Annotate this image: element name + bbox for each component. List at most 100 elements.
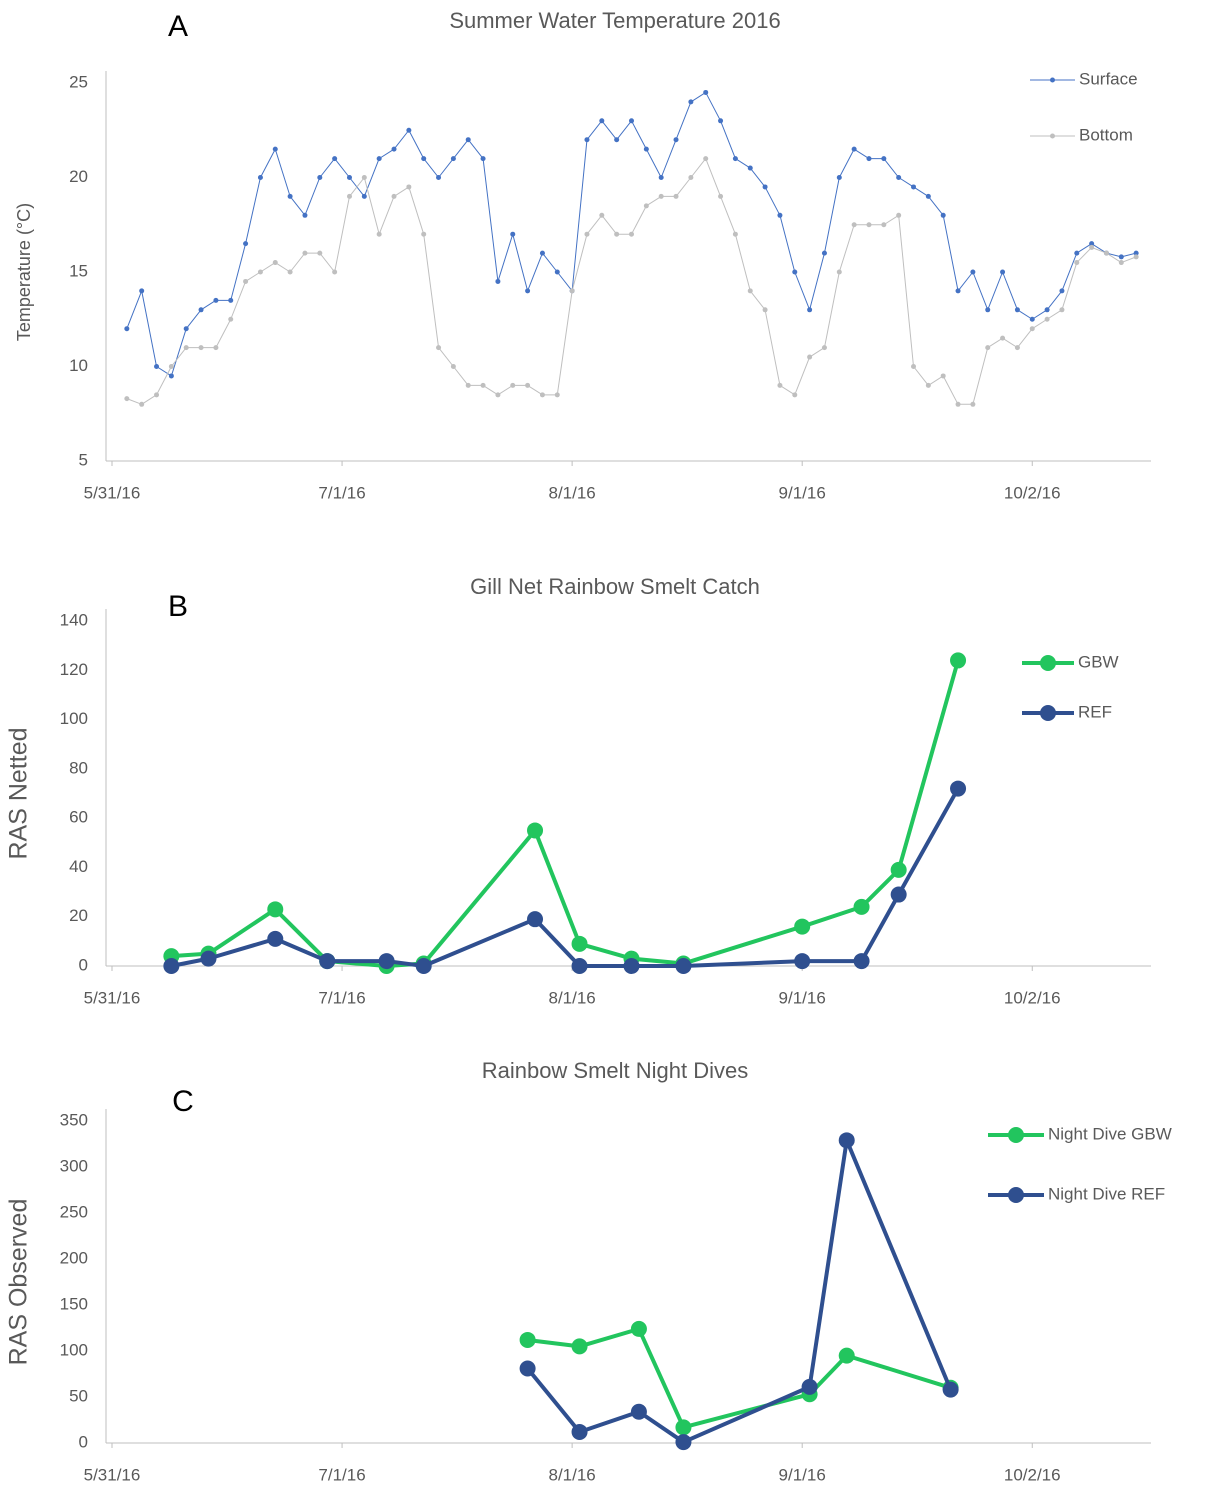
data-point <box>183 345 189 351</box>
x-tick-label: 9/1/16 <box>779 988 826 1007</box>
data-point <box>688 99 694 105</box>
data-point <box>851 222 857 228</box>
data-point <box>200 950 217 967</box>
x-tick-label: 10/2/16 <box>1004 1465 1061 1484</box>
data-point <box>658 175 664 180</box>
data-point <box>480 156 486 162</box>
data-point <box>599 212 605 218</box>
data-point <box>807 354 813 360</box>
data-point <box>361 193 367 199</box>
data-point <box>925 193 931 199</box>
data-point <box>139 288 145 294</box>
data-point <box>527 911 544 928</box>
data-point <box>554 269 560 275</box>
legend-label: REF <box>1078 702 1112 721</box>
data-point <box>732 156 738 162</box>
data-point <box>890 886 907 903</box>
data-point <box>302 250 308 256</box>
data-point <box>163 958 180 974</box>
data-point <box>942 1381 959 1398</box>
data-point <box>571 1338 588 1355</box>
data-point <box>732 231 738 237</box>
data-point <box>940 373 946 379</box>
data-point <box>317 175 323 180</box>
y-tick-label: 80 <box>69 758 88 777</box>
data-point <box>391 146 397 152</box>
data-point <box>703 89 709 95</box>
series-line <box>527 1326 952 1430</box>
y-tick-label: 5 <box>79 450 88 469</box>
y-tick-label: 140 <box>60 610 88 629</box>
data-point <box>415 958 432 974</box>
x-tick-label: 10/2/16 <box>1004 483 1061 502</box>
data-point <box>836 269 842 275</box>
data-point <box>1074 260 1080 266</box>
data-point <box>584 137 590 143</box>
data-point <box>510 382 516 388</box>
data-point <box>794 953 811 970</box>
data-point <box>332 156 338 162</box>
data-point <box>866 222 872 228</box>
x-tick-label: 10/2/16 <box>1004 988 1061 1007</box>
data-point <box>361 175 367 180</box>
data-point <box>319 953 336 970</box>
data-point <box>630 1403 647 1420</box>
legend-marker <box>1050 133 1055 139</box>
data-point <box>911 364 917 369</box>
x-tick-label: 9/1/16 <box>779 1465 826 1484</box>
data-point <box>267 930 284 947</box>
data-point <box>465 137 471 143</box>
data-point <box>436 345 442 351</box>
data-point <box>569 288 575 294</box>
data-point <box>198 307 204 313</box>
data-point <box>658 193 664 199</box>
data-point <box>896 212 902 218</box>
data-point <box>519 1360 536 1377</box>
data-point <box>168 364 174 369</box>
data-point <box>881 222 887 228</box>
data-point <box>807 307 813 313</box>
data-point <box>539 250 545 256</box>
data-point <box>675 1419 692 1436</box>
data-point <box>584 231 590 237</box>
data-point <box>970 269 976 275</box>
y-tick-label: 50 <box>69 1386 88 1405</box>
data-point <box>747 288 753 294</box>
legend-marker <box>1050 77 1055 83</box>
data-point <box>406 127 412 133</box>
panel-label: C <box>172 1085 194 1118</box>
data-point <box>718 193 724 199</box>
y-tick-label: 250 <box>60 1202 88 1221</box>
data-point <box>346 175 352 180</box>
y-tick-label: 100 <box>60 709 88 728</box>
data-point <box>450 156 456 162</box>
data-point <box>1133 254 1139 260</box>
legend-marker <box>1040 655 1056 671</box>
data-point <box>124 396 130 402</box>
data-point <box>896 175 902 180</box>
data-point <box>703 156 709 162</box>
legend-marker <box>1040 705 1056 721</box>
data-point <box>801 1378 818 1395</box>
data-point <box>792 392 798 398</box>
data-point <box>1044 316 1050 322</box>
data-point <box>154 364 160 369</box>
data-point <box>510 231 516 237</box>
data-point <box>1074 250 1080 256</box>
y-axis-title: Temperature (°C) <box>14 203 34 341</box>
data-point <box>836 175 842 180</box>
data-point <box>1000 335 1006 341</box>
data-point <box>614 137 620 143</box>
legend-label: GBW <box>1078 652 1119 671</box>
data-point <box>777 382 783 388</box>
y-axis-title: RAS Observed <box>5 1199 33 1366</box>
x-tick-label: 9/1/16 <box>779 483 826 502</box>
data-point <box>851 146 857 152</box>
y-tick-label: 150 <box>60 1294 88 1313</box>
data-point <box>376 156 382 162</box>
data-point <box>1000 269 1006 275</box>
data-point <box>421 231 427 237</box>
data-point <box>911 184 917 190</box>
data-point <box>480 382 486 388</box>
data-point <box>1059 307 1065 313</box>
